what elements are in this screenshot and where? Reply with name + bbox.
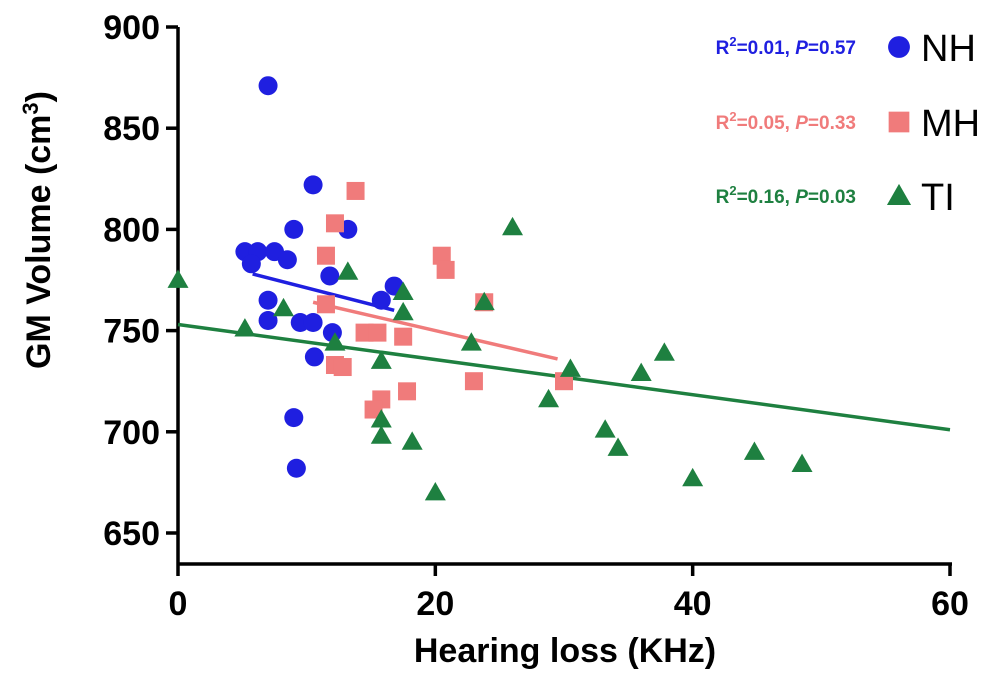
- mh-data-point: [398, 382, 417, 401]
- ti-data-point: [392, 301, 414, 321]
- x-tick-label: 20: [416, 585, 454, 623]
- ti-data-point: [273, 297, 295, 317]
- ti-data-point: [502, 216, 524, 236]
- ti-data-point: [559, 358, 581, 377]
- ti-data-point: [337, 261, 359, 280]
- ti-data-point: [370, 409, 392, 428]
- ti-data-point: [473, 291, 495, 311]
- mh-legend-marker: [888, 111, 910, 133]
- mh-data-point: [464, 372, 483, 391]
- nh-data-point: [277, 250, 297, 270]
- nh-stat-label: R2=0.01, P=0.57: [716, 34, 856, 59]
- x-tick-label: 60: [931, 585, 969, 623]
- nh-data-point: [320, 266, 340, 286]
- ti-data-point: [370, 350, 392, 369]
- y-tick-label: 850: [103, 110, 160, 148]
- ti-data-point: [460, 332, 482, 351]
- nh-data-point: [258, 76, 278, 96]
- mh-legend-label: MH: [921, 103, 980, 145]
- nh-data-point: [284, 408, 304, 428]
- nh-data-point: [258, 310, 278, 330]
- ti-legend-label: TI: [921, 177, 955, 219]
- mh-regression-line: [312, 300, 558, 361]
- nh-data-point: [284, 219, 304, 239]
- ti-data-point: [682, 467, 704, 487]
- ti-data-point: [791, 453, 813, 473]
- ti-data-point: [167, 269, 189, 288]
- x-axis-label: Hearing loss (KHz): [414, 632, 716, 670]
- nh-data-point: [303, 175, 323, 195]
- y-tick-label: 750: [103, 313, 160, 351]
- mh-data-point: [432, 246, 451, 265]
- nh-legend-marker: [888, 36, 910, 58]
- y-tick-label: 800: [103, 211, 160, 249]
- ti-data-point: [392, 281, 414, 301]
- mh-data-point: [333, 358, 352, 377]
- ti-data-point: [607, 437, 629, 456]
- ti-data-point: [234, 318, 256, 337]
- ti-data-point: [653, 342, 675, 361]
- nh-data-point: [241, 254, 261, 274]
- plot-area: 650 700 750 800 850 900 0 20 40 60: [103, 9, 969, 623]
- ti-data-point: [370, 425, 392, 444]
- mh-stat-label: R2=0.05, P=0.33: [716, 109, 856, 134]
- x-axis-ticks: 0 20 40 60: [169, 564, 969, 623]
- mh-data-point: [316, 295, 335, 314]
- x-tick-label: 0: [169, 585, 188, 623]
- y-axis-label-main: GM Volume (cm: [20, 115, 58, 369]
- ti-data-point: [324, 332, 346, 351]
- nh-data-point: [286, 458, 306, 478]
- ti-data-point: [594, 419, 616, 438]
- mh-data-point: [316, 246, 335, 265]
- ti-legend-marker: [886, 183, 912, 206]
- y-tick-label: 700: [103, 414, 160, 452]
- nh-data-point: [258, 290, 278, 310]
- mh-data-point: [346, 181, 365, 200]
- mh-data-point: [394, 327, 413, 346]
- mh-data-point: [368, 323, 387, 342]
- y-tick-label: 900: [103, 9, 160, 47]
- nh-regression-line: [252, 272, 395, 313]
- x-tick-label: 40: [674, 585, 712, 623]
- nh-data-point: [303, 313, 323, 333]
- nh-data-point: [304, 347, 324, 367]
- ti-data-point: [630, 362, 652, 381]
- y-axis-label: GM Volume (cm3): [18, 91, 58, 369]
- mh-data-point: [436, 260, 455, 279]
- mh-data-point: [325, 214, 344, 233]
- y-tick-label: 650: [103, 515, 160, 553]
- ti-data-point: [401, 431, 423, 450]
- legend: R2=0.01, P=0.57 NH R2=0.05, P=0.33 MH R2=0.1…: [716, 28, 981, 219]
- y-axis-label-end: ): [20, 91, 58, 102]
- ti-stat-label: R2=0.16, P=0.03: [716, 183, 856, 208]
- ti-data-point: [424, 482, 446, 501]
- ti-data-point: [743, 441, 765, 460]
- regression-lines: [177, 272, 951, 432]
- y-axis-label-superscript: 3: [18, 102, 43, 114]
- nh-legend-label: NH: [921, 28, 976, 70]
- y-axis-ticks: 650 700 750 800 850 900: [103, 9, 178, 553]
- ti-data-point: [538, 388, 560, 408]
- data-points: [167, 76, 813, 501]
- mh-data-point: [364, 400, 383, 419]
- nh-data-point: [371, 290, 391, 310]
